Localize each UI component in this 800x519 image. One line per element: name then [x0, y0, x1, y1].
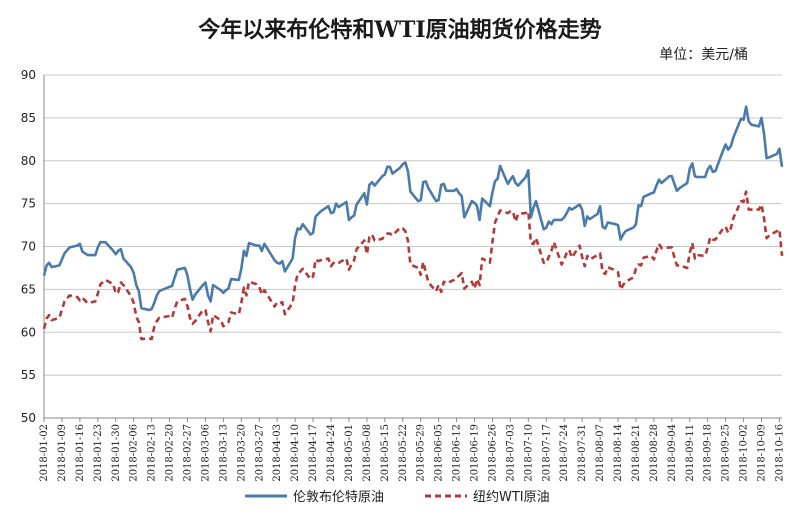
- x-tick-label-2018-06-12: 2018-06-12: [452, 424, 463, 482]
- x-tick-label-2018-03-20: 2018-03-20: [236, 424, 247, 482]
- x-tick-label-2018-01-30: 2018-01-30: [111, 424, 122, 482]
- unit-label: 单位：美元/桶: [659, 47, 748, 63]
- y-tick-label-75: 75: [21, 197, 36, 211]
- x-tick-label-2018-09-11: 2018-09-11: [685, 424, 696, 482]
- y-tick-label-65: 65: [21, 282, 36, 296]
- y-tick-label-80: 80: [21, 154, 36, 168]
- x-tick-label-2018-09-25: 2018-09-25: [721, 424, 732, 482]
- x-tick-label-2018-01-16: 2018-01-16: [75, 424, 86, 482]
- series-line-1: [42, 190, 784, 341]
- x-tick-label-2018-02-06: 2018-02-06: [129, 424, 140, 482]
- x-tick-label-2018-10-16: 2018-10-16: [774, 424, 785, 482]
- y-tick-label-70: 70: [21, 240, 36, 254]
- series-line-0: [42, 105, 784, 312]
- x-tick-label-2018-06-26: 2018-06-26: [487, 424, 498, 482]
- x-tick-label-2018-01-02: 2018-01-02: [39, 424, 50, 482]
- x-tick-label-2018-05-08: 2018-05-08: [362, 424, 373, 482]
- x-tick-label-2018-07-24: 2018-07-24: [559, 424, 570, 482]
- x-tick-label-2018-07-17: 2018-07-17: [541, 424, 552, 482]
- x-tick-label-2018-04-10: 2018-04-10: [290, 424, 301, 482]
- x-tick-label-2018-06-19: 2018-06-19: [470, 424, 481, 482]
- x-tick-label-2018-08-28: 2018-08-28: [649, 424, 660, 482]
- x-tick-label-2018-07-03: 2018-07-03: [505, 424, 516, 482]
- x-tick-label-2018-08-07: 2018-08-07: [595, 424, 606, 482]
- chart-title: 今年以来布伦特和WTI原油期货价格走势: [198, 17, 602, 43]
- y-tick-label-85: 85: [21, 111, 36, 125]
- x-tick-label-2018-10-02: 2018-10-02: [739, 424, 750, 482]
- legend: 伦敦布伦特原油 纽约WTI原油: [245, 489, 550, 505]
- x-tick-label-2018-02-13: 2018-02-13: [147, 424, 158, 482]
- x-tick-label-2018-03-06: 2018-03-06: [200, 424, 211, 482]
- x-tick-label-2018-05-01: 2018-05-01: [344, 424, 355, 482]
- y-tick-label-90: 90: [21, 68, 36, 82]
- x-tick-label-2018-01-09: 2018-01-09: [57, 424, 68, 482]
- axis-layer: 50 55 60 65 70 75 80 85 90 2018-01-02 2018-01-09 20…: [21, 68, 786, 482]
- x-tick-label-2018-08-14: 2018-08-14: [613, 424, 624, 482]
- x-tick-label-2018-09-18: 2018-09-18: [703, 424, 714, 482]
- x-tick-label-2018-10-09: 2018-10-09: [757, 424, 768, 482]
- x-tick-label-2018-01-23: 2018-01-23: [93, 424, 104, 482]
- x-tick-label-2018-07-31: 2018-07-31: [577, 424, 588, 482]
- legend-label-brent: 伦敦布伦特原油: [293, 489, 384, 505]
- legend-label-wti: 纽约WTI原油: [473, 490, 550, 505]
- x-tick-label-2018-08-21: 2018-08-21: [631, 424, 642, 482]
- x-tick-label-2018-02-20: 2018-02-20: [165, 424, 176, 482]
- series-layer: [42, 105, 784, 341]
- y-tick-label-55: 55: [21, 368, 36, 382]
- x-tick-label-2018-06-05: 2018-06-05: [434, 424, 445, 482]
- x-tick-label-2018-05-15: 2018-05-15: [380, 424, 391, 482]
- x-tick-label-2018-04-03: 2018-04-03: [272, 424, 283, 482]
- x-tick-label-2018-04-17: 2018-04-17: [308, 424, 319, 482]
- y-tick-label-50: 50: [21, 411, 36, 425]
- x-tick-label-2018-03-27: 2018-03-27: [254, 424, 265, 482]
- x-tick-label-2018-04-24: 2018-04-24: [326, 424, 337, 482]
- x-tick-label-2018-03-13: 2018-03-13: [218, 424, 229, 482]
- x-tick-label-2018-05-29: 2018-05-29: [416, 424, 427, 482]
- y-tick-label-60: 60: [21, 325, 36, 339]
- x-tick-label-2018-02-27: 2018-02-27: [183, 424, 194, 482]
- x-tick-label-2018-09-04: 2018-09-04: [667, 424, 678, 482]
- x-tick-label-2018-07-10: 2018-07-10: [523, 424, 534, 482]
- x-tick-label-2018-05-22: 2018-05-22: [398, 424, 409, 482]
